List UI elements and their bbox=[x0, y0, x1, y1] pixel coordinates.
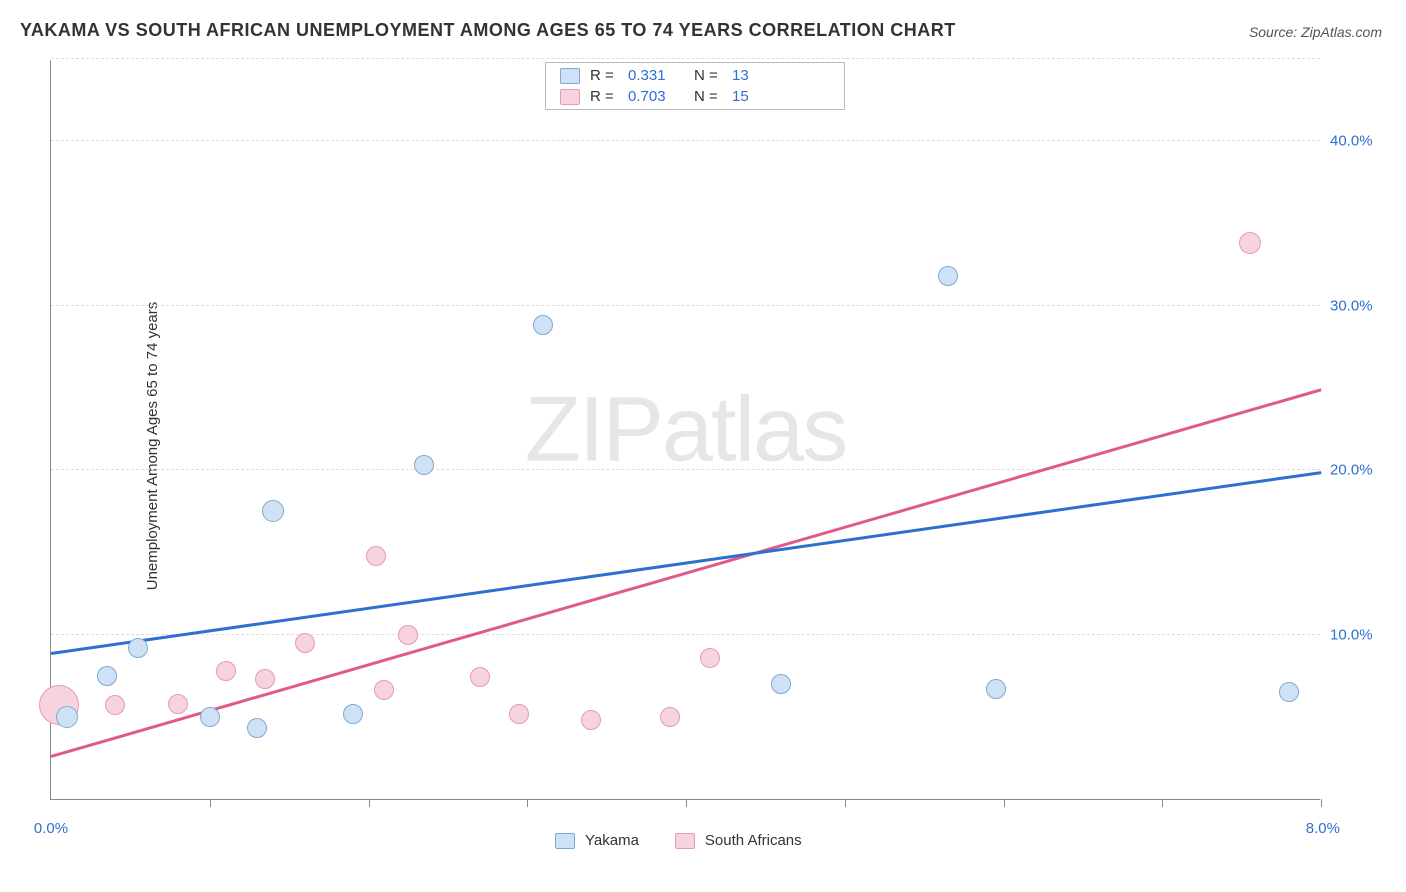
legend-series-label: South Africans bbox=[705, 832, 802, 849]
x-tick bbox=[1004, 799, 1005, 807]
legend-n-label: N = bbox=[694, 88, 722, 105]
y-tick-label: 30.0% bbox=[1330, 297, 1390, 314]
plot-area: ZIPatlas 10.0%20.0%30.0%40.0%0.0%8.0% bbox=[50, 60, 1320, 800]
gridline-h bbox=[51, 469, 1320, 470]
x-tick bbox=[369, 799, 370, 807]
legend-swatch bbox=[560, 89, 580, 105]
chart-container: YAKAMA VS SOUTH AFRICAN UNEMPLOYMENT AMO… bbox=[0, 0, 1406, 892]
x-tick bbox=[1321, 799, 1322, 807]
data-point-south_africans bbox=[1239, 232, 1261, 254]
data-point-south_africans bbox=[216, 661, 236, 681]
data-point-yakama bbox=[247, 718, 267, 738]
data-point-yakama bbox=[97, 666, 117, 686]
y-tick-label: 20.0% bbox=[1330, 462, 1390, 479]
data-point-yakama bbox=[771, 674, 791, 694]
data-point-yakama bbox=[533, 315, 553, 335]
data-point-yakama bbox=[938, 266, 958, 286]
data-point-south_africans bbox=[700, 648, 720, 668]
data-point-yakama bbox=[128, 638, 148, 658]
data-point-yakama bbox=[262, 500, 284, 522]
series-legend: Yakama South Africans bbox=[555, 832, 802, 849]
x-end-label: 8.0% bbox=[1306, 820, 1340, 837]
legend-n-value: 15 bbox=[732, 88, 760, 105]
data-point-south_africans bbox=[398, 625, 418, 645]
gridline-h bbox=[51, 140, 1320, 141]
data-point-south_africans bbox=[168, 694, 188, 714]
data-point-yakama bbox=[200, 707, 220, 727]
legend-r-value: 0.331 bbox=[628, 67, 684, 84]
data-point-south_africans bbox=[366, 546, 386, 566]
gridline-h bbox=[51, 305, 1320, 306]
x-tick bbox=[210, 799, 211, 807]
source-label: Source: ZipAtlas.com bbox=[1249, 24, 1382, 40]
correlation-legend: R = 0.331 N = 13 R = 0.703 N = 15 bbox=[545, 62, 845, 110]
watermark-bold: ZIP bbox=[525, 378, 662, 480]
trend-line-yakama bbox=[51, 471, 1321, 654]
watermark: ZIPatlas bbox=[525, 377, 846, 482]
legend-swatch bbox=[555, 833, 575, 849]
data-point-south_africans bbox=[581, 710, 601, 730]
data-point-yakama bbox=[986, 679, 1006, 699]
data-point-south_africans bbox=[295, 633, 315, 653]
trend-line-south_africans bbox=[51, 389, 1322, 758]
y-tick-label: 40.0% bbox=[1330, 133, 1390, 150]
gridline-h bbox=[51, 58, 1320, 59]
legend-r-value: 0.703 bbox=[628, 88, 684, 105]
data-point-south_africans bbox=[105, 695, 125, 715]
y-tick-label: 10.0% bbox=[1330, 626, 1390, 643]
data-point-yakama bbox=[1279, 682, 1299, 702]
gridline-h bbox=[51, 634, 1320, 635]
watermark-thin: atlas bbox=[662, 378, 846, 480]
data-point-yakama bbox=[414, 455, 434, 475]
data-point-south_africans bbox=[470, 667, 490, 687]
legend-swatch bbox=[560, 68, 580, 84]
x-tick bbox=[527, 799, 528, 807]
legend-item: Yakama bbox=[555, 832, 639, 849]
chart-title: YAKAMA VS SOUTH AFRICAN UNEMPLOYMENT AMO… bbox=[20, 20, 956, 41]
data-point-yakama bbox=[343, 704, 363, 724]
data-point-south_africans bbox=[660, 707, 680, 727]
data-point-yakama bbox=[56, 706, 78, 728]
legend-row: R = 0.331 N = 13 bbox=[546, 65, 844, 86]
data-point-south_africans bbox=[509, 704, 529, 724]
legend-swatch bbox=[675, 833, 695, 849]
legend-r-label: R = bbox=[590, 88, 618, 105]
legend-n-label: N = bbox=[694, 67, 722, 84]
x-tick bbox=[1162, 799, 1163, 807]
x-origin-label: 0.0% bbox=[34, 820, 68, 837]
data-point-south_africans bbox=[374, 680, 394, 700]
x-tick bbox=[845, 799, 846, 807]
legend-item: South Africans bbox=[675, 832, 802, 849]
data-point-south_africans bbox=[255, 669, 275, 689]
x-tick bbox=[686, 799, 687, 807]
legend-n-value: 13 bbox=[732, 67, 760, 84]
legend-row: R = 0.703 N = 15 bbox=[546, 86, 844, 107]
legend-series-label: Yakama bbox=[585, 832, 639, 849]
legend-r-label: R = bbox=[590, 67, 618, 84]
